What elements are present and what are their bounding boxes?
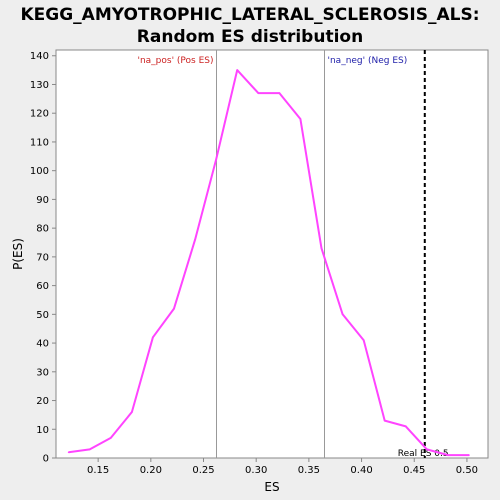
y-tick-label: 50 xyxy=(36,310,49,321)
chart-title-line-1: KEGG_AMYOTROPHIC_LATERAL_SCLEROSIS_ALS: xyxy=(20,5,480,25)
y-tick-label: 90 xyxy=(36,195,49,206)
y-tick-label: 80 xyxy=(36,224,49,235)
data-point xyxy=(194,238,196,241)
y-tick-label: 70 xyxy=(36,252,49,263)
x-tick-label: 0.45 xyxy=(403,465,425,476)
data-point xyxy=(152,336,154,339)
data-point xyxy=(173,307,175,310)
data-point xyxy=(88,448,91,451)
y-axis-title: P(ES) xyxy=(11,238,25,270)
data-point xyxy=(215,158,217,160)
y-tick-label: 10 xyxy=(36,425,49,436)
y-tick-label: 130 xyxy=(30,80,49,91)
x-tick-label: 0.30 xyxy=(245,465,267,476)
data-point xyxy=(67,451,70,454)
chart-title-line-2: Random ES distribution xyxy=(136,27,364,47)
data-point xyxy=(131,411,133,413)
real-es-label: Real ES 0.5 xyxy=(398,449,449,459)
y-tick-label: 0 xyxy=(43,454,49,465)
data-point xyxy=(468,454,470,456)
data-point xyxy=(383,419,386,422)
y-tick-label: 100 xyxy=(30,166,49,177)
threshold-label: 'na_neg' (Neg ES) xyxy=(328,56,408,66)
threshold-lines: 'na_pos' (Pos ES) 'na_neg' (Neg ES) Real E… xyxy=(137,50,449,459)
x-tick-label: 0.40 xyxy=(350,465,372,476)
chart-title: KEGG_AMYOTROPHIC_LATERAL_SCLEROSIS_ALS: … xyxy=(0,4,500,48)
x-tick-label: 0.50 xyxy=(456,465,478,476)
es-distribution-line xyxy=(68,69,469,457)
y-tick-label: 140 xyxy=(30,51,49,62)
y-tick-label: 40 xyxy=(36,339,49,350)
y-tick-label: 120 xyxy=(30,109,49,120)
x-tick-label: 0.15 xyxy=(87,465,109,476)
data-point xyxy=(110,437,112,439)
data-point xyxy=(278,92,281,94)
y-tick-label: 60 xyxy=(36,281,49,292)
y-tick-label: 110 xyxy=(30,137,49,148)
x-tick-label: 0.35 xyxy=(298,465,320,476)
data-point xyxy=(299,118,302,120)
x-axis-title: ES xyxy=(264,480,279,494)
data-point xyxy=(236,69,238,71)
x-tick-label: 0.25 xyxy=(192,465,214,476)
x-axis-ticks: 0.15 0.20 0.25 0.30 0.35 0.40 0.45 0.50 xyxy=(87,458,478,476)
x-tick-label: 0.20 xyxy=(140,465,162,476)
data-point xyxy=(341,313,344,316)
data-point xyxy=(257,92,260,94)
series-group xyxy=(67,69,470,457)
y-tick-label: 30 xyxy=(36,367,49,378)
y-axis-ticks: 0 10 20 30 40 50 60 70 80 90 100 110 120 130 140 xyxy=(30,51,56,465)
threshold-label: 'na_pos' (Pos ES) xyxy=(137,56,213,66)
plot-area xyxy=(55,49,489,459)
y-tick-label: 20 xyxy=(36,396,49,407)
data-point xyxy=(362,339,365,342)
data-point xyxy=(320,247,323,250)
data-point xyxy=(426,448,428,451)
data-point xyxy=(447,454,449,456)
data-point xyxy=(405,425,407,428)
